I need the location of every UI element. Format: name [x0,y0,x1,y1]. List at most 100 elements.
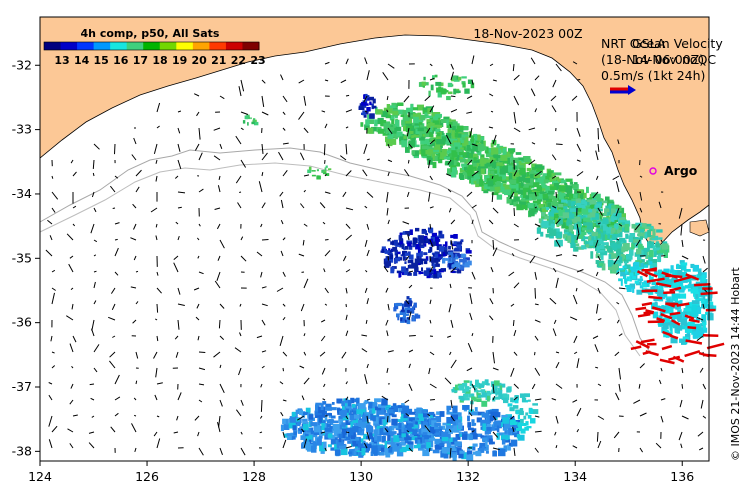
sst-pixel [359,403,366,409]
sst-pixel [423,413,429,417]
sst-pixel [521,182,524,186]
sst-pixel [493,154,500,158]
sst-pixel [461,140,464,143]
sst-pixel [512,158,519,163]
sst-pixel [442,437,449,441]
sst-pixel [361,102,367,106]
sst-pixel [627,287,632,292]
sst-pixel [399,438,402,442]
sst-pixel [625,270,628,274]
sst-pixel [621,246,625,252]
sst-pixel [290,416,296,423]
sst-pixel [436,260,439,266]
sst-pixel [581,209,588,215]
sst-pixel [366,426,373,432]
sst-pixel [649,261,652,264]
sst-pixel [497,195,502,200]
sst-pixel [537,228,541,234]
sst-pixel [417,256,419,260]
sst-pixel [492,451,497,457]
sst-pixel [532,409,538,414]
sst-pixel [413,272,417,276]
sst-pixel [511,440,517,447]
sst-pixel [634,225,640,232]
sst-pixel [311,428,314,435]
sst-pixel [473,444,478,447]
sst-pixel [467,145,470,149]
sst-pixel [550,211,554,216]
sst-pixel [597,246,600,253]
colorbar-swatch [209,42,226,50]
sst-pixel [448,252,453,254]
current-vector-red [707,344,724,348]
sst-pixel [681,262,687,265]
sst-pixel [369,97,374,101]
sst-pixel [471,135,474,142]
sst-pixel [662,243,669,249]
sst-pixel [389,431,396,434]
sst-pixel [431,271,433,273]
sst-pixel [518,415,520,420]
sst-pixel [433,450,440,454]
velocity-vector [470,255,473,256]
sst-pixel [347,441,351,444]
sst-pixel [662,296,665,299]
velocity-vector [598,128,599,139]
sst-pixel [467,152,470,158]
sst-pixel [599,263,603,266]
sst-pixel [457,126,464,130]
sst-pixel [624,278,626,283]
velocity-vector [513,320,514,326]
sst-pixel [479,174,482,177]
sst-pixel [525,195,529,199]
sst-pixel [311,446,317,453]
sst-pixel [323,442,326,449]
sst-pixel [511,185,517,189]
sst-pixel [402,318,405,321]
sst-pixel [494,380,500,385]
sst-pixel [572,239,575,245]
sst-pixel [458,423,462,430]
sst-pixel [525,412,528,415]
sst-pixel [407,441,413,444]
sst-pixel [317,169,319,171]
sst-pixel [325,428,332,432]
sst-pixel [439,275,442,277]
velocity-vector [261,400,262,412]
sst-pixel [462,434,467,440]
sst-pixel [632,276,636,279]
y-tick-label: -33 [12,122,32,137]
sst-pixel [358,444,363,448]
x-tick-label: 130 [349,469,373,484]
sst-pixel [472,423,476,426]
velocity-vector [157,304,158,313]
sst-pixel [298,431,301,434]
sst-pixel [487,396,490,402]
sst-pixel [411,115,414,118]
colorbar-swatch [61,42,78,50]
sst-pixel [410,131,414,134]
sst-pixel [407,319,411,324]
sst-pixel [409,412,416,415]
sst-pixel [439,411,444,417]
sst-pixel [247,122,249,126]
sst-pixel [361,448,365,455]
sst-pixel [383,420,386,426]
sst-pixel [429,438,435,441]
sst-pixel [455,441,462,446]
sst-pixel [402,406,409,412]
sst-pixel [462,405,470,410]
sst-pixel [601,255,604,260]
sst-pixel [405,231,411,235]
sst-pixel [577,222,581,225]
sst-pixel [421,445,425,448]
sst-pixel [678,315,681,322]
argo-label: Argo [664,163,698,178]
velocity-vector [136,381,137,384]
sst-pixel [662,323,669,329]
sst-pixel [692,300,700,304]
sst-pixel [425,116,432,119]
sst-pixel [390,105,396,108]
velocity-vector [430,256,431,261]
